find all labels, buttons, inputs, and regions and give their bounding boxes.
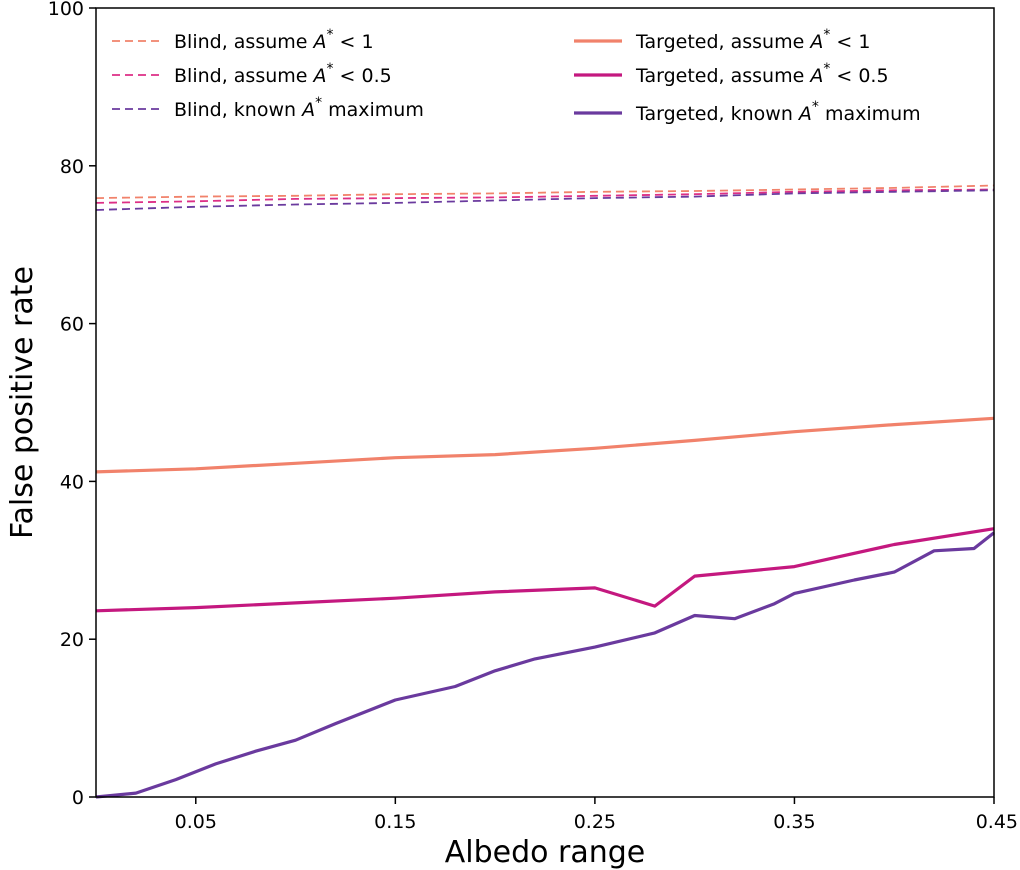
x-tick-label-4: 0.45 — [976, 811, 1018, 833]
x-tick-label-0: 0.05 — [175, 811, 217, 833]
y-tick-label-1: 20 — [60, 629, 84, 651]
series-line-4 — [95, 416, 995, 474]
series-line-2 — [95, 188, 995, 204]
y-tick-label-0: 0 — [72, 787, 84, 809]
y-tick-label-2: 40 — [60, 471, 84, 493]
series-line-1 — [95, 184, 995, 199]
x-axis-label: Albedo range — [445, 835, 646, 870]
legend-label-3: Blind, known A* maximum — [174, 95, 424, 121]
legend-label-4: Targeted, assume A* < 1 — [635, 27, 870, 53]
series-line-3 — [95, 189, 995, 211]
legend-label-5: Targeted, assume A* < 0.5 — [635, 61, 889, 87]
y-tick-label-3: 60 — [60, 314, 84, 336]
plot-frame — [95, 7, 995, 798]
series-line-6 — [95, 531, 995, 799]
x-tick-label-3: 0.35 — [773, 811, 815, 833]
y-axis-label: False positive rate — [5, 266, 40, 539]
y-tick-label-4: 80 — [60, 156, 84, 178]
x-tick-label-1: 0.15 — [374, 811, 416, 833]
legend-label-2: Blind, assume A* < 0.5 — [174, 61, 392, 87]
legend-label-1: Blind, assume A* < 1 — [174, 27, 374, 53]
series-line-5 — [95, 527, 995, 613]
y-tick-label-5: 100 — [48, 0, 84, 20]
legend-label-6: Targeted, known A* maximum — [635, 99, 921, 125]
x-tick-label-2: 0.25 — [574, 811, 616, 833]
